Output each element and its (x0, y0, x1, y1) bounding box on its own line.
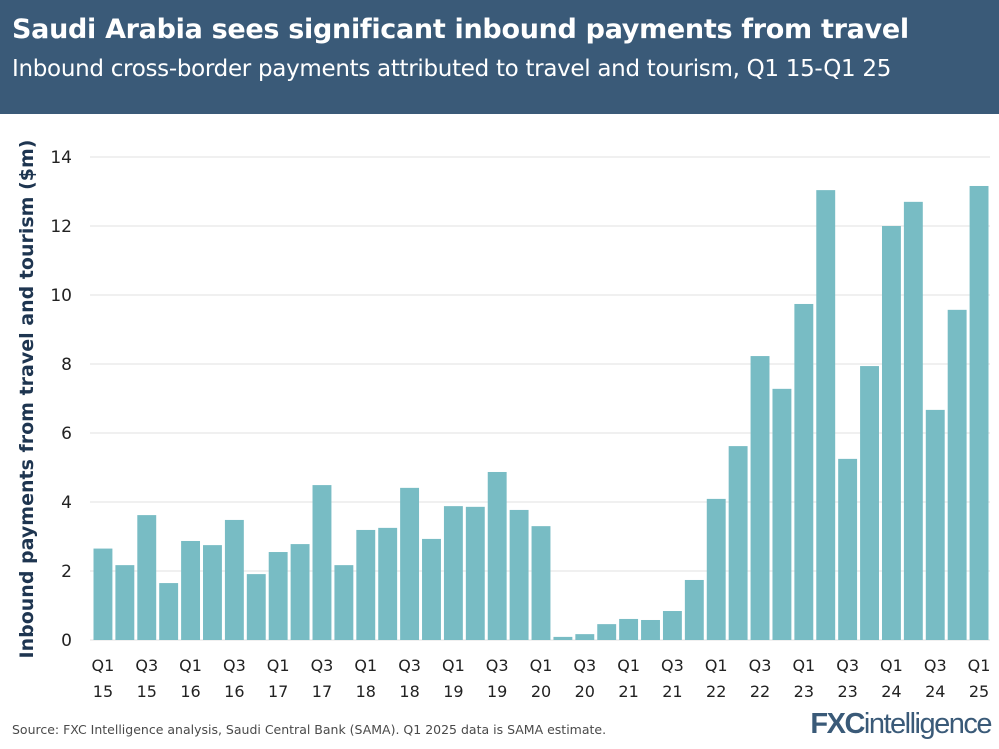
bar-q2-22 (728, 446, 748, 640)
bar-q2-21 (641, 619, 660, 640)
x-tick-label-year: 21 (618, 682, 638, 701)
y-tick-label: 14 (50, 148, 72, 168)
x-tick-label-quarter: Q1 (354, 656, 377, 675)
x-tick-label-quarter: Q1 (880, 656, 903, 675)
x-tick-label-quarter: Q3 (573, 656, 596, 675)
x-tick-label-quarter: Q3 (135, 656, 158, 675)
bar-q1-21 (619, 618, 639, 640)
bar-q4-17 (334, 565, 354, 640)
x-tick-label-year: 24 (925, 682, 945, 701)
bar-q3-19 (487, 471, 507, 640)
x-tick-label-year: 20 (575, 682, 595, 701)
x-tick-label-quarter: Q1 (968, 656, 991, 675)
x-tick-label-year: 18 (399, 682, 419, 701)
bar-q2-23 (816, 190, 836, 640)
x-tick-label-year: 17 (312, 682, 332, 701)
x-tick-label-year: 21 (662, 682, 682, 701)
bar-q1-15 (93, 548, 113, 640)
x-tick-label-quarter: Q1 (267, 656, 290, 675)
bar-q1-22 (706, 498, 726, 640)
source-note: Source: FXC Intelligence analysis, Saudi… (12, 722, 607, 737)
bar-q1-20 (531, 526, 551, 640)
bar-q3-21 (662, 611, 682, 640)
bar-q4-23 (860, 366, 879, 640)
y-tick-label: 10 (50, 286, 72, 306)
y-tick-label: 6 (61, 424, 72, 444)
bar-q4-19 (509, 509, 529, 640)
x-tick-label-year: 19 (443, 682, 463, 701)
bar-q2-24 (903, 201, 923, 640)
chart-title: Saudi Arabia sees significant inbound pa… (12, 14, 909, 45)
x-tick-label-quarter: Q1 (179, 656, 202, 675)
x-tick-label-year: 22 (706, 682, 726, 701)
x-tick-label-quarter: Q3 (836, 656, 859, 675)
bar-q1-17 (268, 552, 288, 640)
bar-q3-18 (400, 487, 420, 640)
bar-q4-24 (947, 309, 967, 640)
x-tick-label-year: 23 (794, 682, 814, 701)
bar-q3-20 (575, 634, 595, 640)
x-tick-label-year: 16 (180, 682, 200, 701)
y-tick-label: 12 (50, 217, 72, 237)
bar-q3-17 (312, 485, 332, 640)
x-tick-label-quarter: Q3 (924, 656, 947, 675)
x-tick-label-quarter: Q1 (792, 656, 815, 675)
bar-q2-18 (378, 527, 398, 640)
x-tick-label-year: 25 (969, 682, 989, 701)
bar-q4-18 (422, 538, 441, 640)
fxc-logo: FXCintelligence (810, 708, 992, 740)
x-tick-label-year: 22 (750, 682, 770, 701)
bar-q4-21 (684, 579, 704, 640)
x-tick-label-quarter: Q1 (442, 656, 465, 675)
x-tick-label-year: 19 (487, 682, 507, 701)
x-tick-label-year: 24 (881, 682, 901, 701)
bar-q4-20 (597, 624, 617, 640)
x-tick-label-year: 17 (268, 682, 288, 701)
bar-q2-16 (203, 545, 222, 640)
x-tick-label-quarter: Q1 (92, 656, 115, 675)
bar-q1-16 (181, 540, 201, 640)
x-tick-label-quarter: Q3 (223, 656, 246, 675)
x-tick-label-quarter: Q3 (486, 656, 509, 675)
x-tick-label-year: 23 (837, 682, 857, 701)
x-tick-label-year: 18 (356, 682, 376, 701)
y-tick-label: 0 (61, 631, 72, 651)
x-tick-label-quarter: Q3 (398, 656, 421, 675)
bar-q2-19 (465, 506, 485, 640)
bar-q1-19 (443, 506, 463, 640)
x-tick-label-year: 15 (137, 682, 157, 701)
y-tick-label: 4 (61, 493, 72, 513)
bar-q1-23 (794, 303, 814, 640)
bar-q4-15 (159, 583, 179, 640)
y-tick-label: 8 (61, 355, 72, 375)
x-tick-label-quarter: Q1 (705, 656, 728, 675)
bar-q4-16 (246, 574, 266, 640)
x-tick-label-quarter: Q3 (749, 656, 772, 675)
bar-q3-15 (137, 515, 157, 640)
x-tick-label-quarter: Q3 (661, 656, 684, 675)
bar-q4-22 (772, 388, 792, 640)
bar-q1-25 (969, 185, 989, 640)
chart-subtitle: Inbound cross-border payments attributed… (12, 56, 892, 82)
bar-chart: 02468101214Q115Q315Q116Q316Q117Q317Q118Q… (16, 140, 991, 701)
x-tick-label-quarter: Q1 (530, 656, 553, 675)
header: Saudi Arabia sees significant inbound pa… (0, 0, 999, 114)
x-tick-label-year: 15 (93, 682, 113, 701)
x-tick-label-quarter: Q3 (311, 656, 334, 675)
bar-q2-17 (290, 544, 310, 640)
y-tick-label: 2 (61, 562, 72, 582)
bar-q3-22 (750, 356, 770, 640)
x-tick-label-year: 20 (531, 682, 551, 701)
bar-q3-23 (838, 458, 858, 640)
bar-q1-18 (356, 529, 376, 640)
bar-q3-16 (224, 519, 244, 640)
bar-q1-24 (881, 226, 901, 640)
x-tick-label-year: 16 (224, 682, 244, 701)
bar-q2-20 (553, 636, 573, 640)
y-axis-label: Inbound payments from travel and tourism… (16, 140, 38, 659)
bar-q2-15 (115, 565, 135, 640)
x-tick-label-quarter: Q1 (617, 656, 640, 675)
bar-q3-24 (925, 409, 945, 640)
